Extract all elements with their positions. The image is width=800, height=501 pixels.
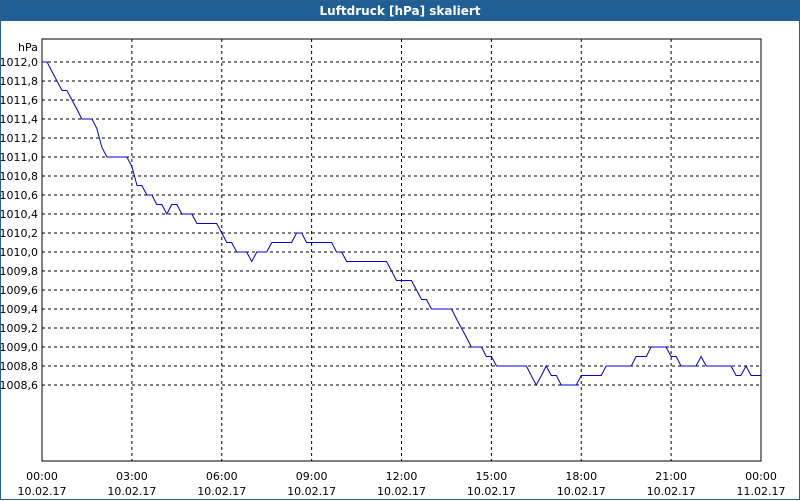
y-tick-label: 1009,8 (1, 265, 38, 278)
x-tick-time-label: 15:00 (476, 470, 508, 483)
x-tick-date-label: 10.02.17 (197, 485, 246, 498)
y-tick-label: 1010,8 (1, 170, 38, 183)
pressure-series-line (42, 61, 761, 387)
grid (42, 39, 761, 461)
y-tick-label: 1011,8 (1, 75, 38, 88)
y-tick-label: 1008,8 (1, 360, 38, 373)
y-tick-label: 1011,2 (1, 132, 38, 145)
x-tick-date-label: 10.02.17 (18, 485, 67, 498)
x-tick-date-label: 11.02.17 (737, 485, 786, 498)
y-tick-label: 1010,4 (1, 208, 38, 221)
y-tick-label: 1008,6 (1, 379, 38, 392)
y-tick-label: 1009,0 (1, 341, 38, 354)
plot-frame (41, 38, 762, 462)
x-tick-time-label: 09:00 (296, 470, 328, 483)
y-axis-ticks: 1012,0 1011,8 1011,6 1011,4 1011,2 1011,0 1010… (1, 56, 38, 392)
x-axis-ticks: 00:00 10.02.17 03:00 10.02.17 06:00 10.02.17 0… (18, 470, 786, 498)
y-axis-unit-label: hPa (18, 41, 38, 54)
y-tick-label: 1010,6 (1, 189, 38, 202)
x-tick-time-label: 12:00 (386, 470, 418, 483)
y-tick-label: 1010,0 (1, 246, 38, 259)
y-tick-label: 1011,6 (1, 94, 38, 107)
y-tick-label: 1011,4 (1, 113, 38, 126)
y-tick-label: 1009,2 (1, 322, 38, 335)
x-tick-date-label: 10.02.17 (557, 485, 606, 498)
x-tick-date-label: 10.02.17 (287, 485, 336, 498)
x-tick-time-label: 06:00 (206, 470, 238, 483)
x-tick-time-label: 00:00 (745, 470, 777, 483)
x-tick-date-label: 10.02.17 (467, 485, 516, 498)
x-tick-time-label: 03:00 (116, 470, 148, 483)
y-tick-label: 1012,0 (1, 56, 38, 69)
y-tick-label: 1009,6 (1, 284, 38, 297)
y-tick-label: 1010,2 (1, 227, 38, 240)
y-tick-label: 1009,4 (1, 303, 38, 316)
x-tick-date-label: 10.02.17 (647, 485, 696, 498)
x-tick-time-label: 18:00 (565, 470, 597, 483)
x-tick-date-label: 10.02.17 (107, 485, 156, 498)
x-tick-time-label: 00:00 (26, 470, 58, 483)
y-tick-label: 1011,0 (1, 151, 38, 164)
x-tick-date-label: 10.02.17 (377, 485, 426, 498)
window-title: Luftdruck [hPa] skaliert (1, 1, 799, 21)
x-tick-time-label: 21:00 (655, 470, 687, 483)
